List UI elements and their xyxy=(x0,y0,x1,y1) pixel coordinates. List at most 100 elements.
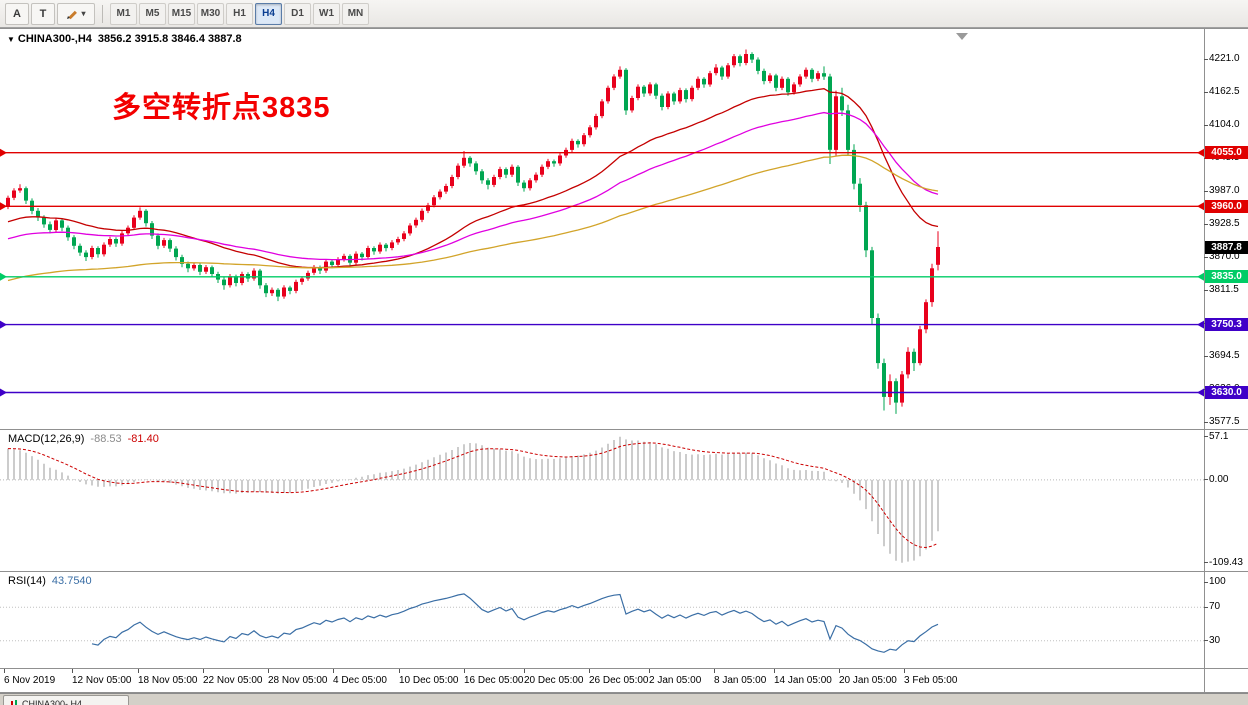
candle-body xyxy=(906,351,910,375)
candle-body xyxy=(444,186,448,192)
candle-body xyxy=(402,233,406,239)
pencil-tool-button[interactable]: ▾ xyxy=(57,2,95,25)
candle-body xyxy=(594,116,598,128)
candle-body xyxy=(18,188,22,191)
tf-button-m1[interactable]: M1 xyxy=(110,2,137,25)
tf-button-d1[interactable]: D1 xyxy=(284,2,311,25)
tf-button-h1[interactable]: H1 xyxy=(226,2,253,25)
candle-body xyxy=(198,265,202,272)
hline-3960.0[interactable] xyxy=(0,202,1204,211)
candle-body xyxy=(498,169,502,177)
candle-body xyxy=(528,180,532,189)
candle-body xyxy=(612,76,616,88)
candle-body xyxy=(354,253,358,263)
candle-body xyxy=(510,166,514,175)
candle-body xyxy=(264,285,268,294)
candle-body xyxy=(294,281,298,291)
ma-line-120 xyxy=(7,154,939,282)
candle-body xyxy=(180,257,184,264)
candle-body xyxy=(12,190,16,198)
tf-button-m5[interactable]: M5 xyxy=(139,2,166,25)
tab-label: CHINA300-,H4 xyxy=(22,699,83,705)
candle-body xyxy=(798,76,802,85)
text-tool-button[interactable]: T xyxy=(31,2,55,25)
tf-button-m15[interactable]: M15 xyxy=(168,2,195,25)
candle-body xyxy=(24,188,28,201)
candle-body xyxy=(642,86,646,94)
candle-body xyxy=(312,267,316,273)
candle-body xyxy=(918,329,922,364)
candle-body xyxy=(648,84,652,94)
candle-body xyxy=(330,261,334,265)
candle-body xyxy=(714,67,718,74)
candle-body xyxy=(210,267,214,274)
rsi-layer xyxy=(91,593,939,653)
hline-3750.3[interactable] xyxy=(0,320,1204,329)
candle-body xyxy=(228,276,232,286)
candle-body xyxy=(342,255,346,260)
candle-body xyxy=(870,250,874,318)
candle-body xyxy=(240,274,244,283)
candle-body xyxy=(174,248,178,258)
macd-signal xyxy=(7,442,939,549)
candle-body xyxy=(780,78,784,88)
candle-body xyxy=(132,217,136,228)
candle-body xyxy=(324,261,328,271)
candle-body xyxy=(660,95,664,107)
candle-body xyxy=(102,244,106,255)
candle-body xyxy=(630,98,634,111)
candle-body xyxy=(408,225,412,234)
candle-body xyxy=(108,239,112,245)
tab-china300-h4[interactable]: CHINA300-,H4 xyxy=(3,695,129,705)
candle-body xyxy=(270,289,274,294)
candle-body xyxy=(96,248,100,255)
shift-marker xyxy=(956,33,968,40)
rsi-levels xyxy=(0,606,1204,642)
timeframe-group: M1 M5 M15 M30 H1 H4 D1 W1 MN xyxy=(109,2,370,25)
candle-body xyxy=(624,69,628,111)
candle-body xyxy=(552,161,556,164)
candle-body xyxy=(546,161,550,167)
hline-3630.0[interactable] xyxy=(0,388,1204,397)
candle-body xyxy=(912,351,916,364)
candle-body xyxy=(456,165,460,177)
candle-body xyxy=(300,278,304,282)
candle-body xyxy=(372,248,376,252)
candle-body xyxy=(636,86,640,98)
candle-body xyxy=(582,135,586,145)
tf-button-w1[interactable]: W1 xyxy=(313,2,340,25)
hline-4055.0[interactable] xyxy=(0,148,1204,157)
candle-body xyxy=(762,70,766,82)
tf-button-h4[interactable]: H4 xyxy=(255,2,282,25)
candle-body xyxy=(576,140,580,145)
candle-body xyxy=(654,84,658,96)
candle-body xyxy=(936,247,940,265)
candle-body xyxy=(432,197,436,206)
candle-body xyxy=(480,171,484,181)
candle-body xyxy=(204,267,208,272)
candle-body xyxy=(840,96,844,111)
tf-button-m30[interactable]: M30 xyxy=(197,2,224,25)
candle-body xyxy=(606,87,610,102)
macd-histogram xyxy=(0,436,1204,563)
arrow-tool-button[interactable]: A xyxy=(5,2,29,25)
candle-body xyxy=(690,87,694,100)
hline-3835.0[interactable] xyxy=(0,272,1204,281)
candle-body xyxy=(6,197,10,207)
candle-body xyxy=(234,276,238,283)
candle-body xyxy=(486,180,490,185)
candle-body xyxy=(42,217,46,225)
candle-body xyxy=(534,174,538,181)
tf-button-mn[interactable]: MN xyxy=(342,2,369,25)
candle-body xyxy=(414,219,418,226)
ma-line-34 xyxy=(7,88,939,269)
candle-body xyxy=(558,155,562,164)
chevron-down-icon: ▾ xyxy=(81,9,86,18)
ma-line-60 xyxy=(7,111,939,261)
candle-body xyxy=(792,84,796,93)
candle-body xyxy=(720,67,724,77)
candle-body xyxy=(282,287,286,297)
candle-body xyxy=(258,270,262,286)
